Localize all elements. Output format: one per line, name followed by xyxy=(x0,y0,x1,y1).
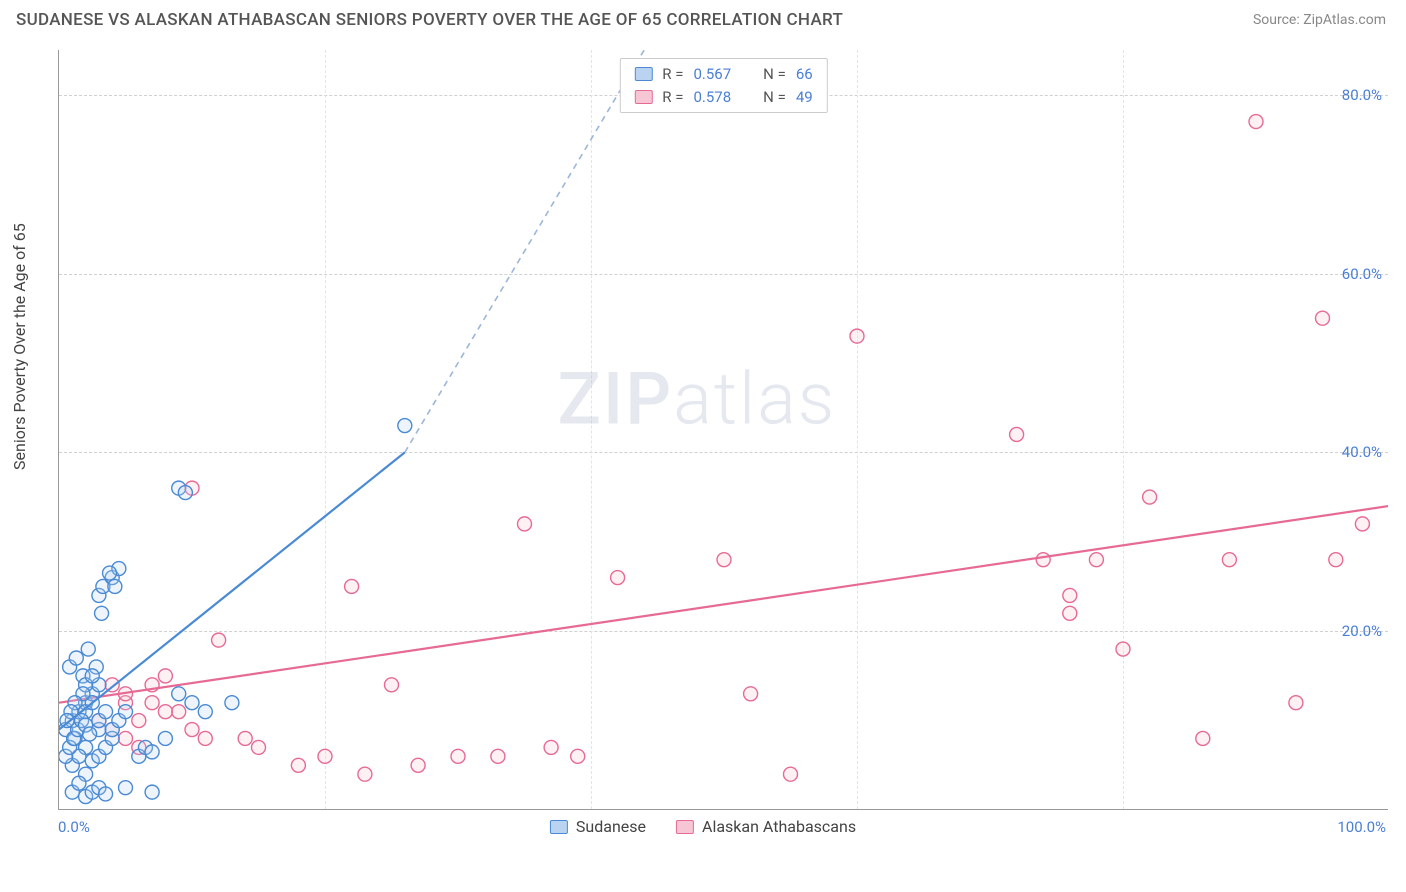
chart-area: Seniors Poverty Over the Age of 65 ZIPat… xyxy=(0,40,1406,860)
legend-row-athabascan: R = 0.578 N = 49 xyxy=(634,86,812,109)
x-tick-max: 100.0% xyxy=(1337,818,1386,836)
legend-series: Sudanese Alaskan Athabascans xyxy=(550,817,856,836)
swatch-icon xyxy=(550,820,568,834)
swatch-icon xyxy=(676,820,694,834)
x-tick-min: 0.0% xyxy=(58,818,90,836)
swatch-icon xyxy=(634,90,652,104)
swatch-icon xyxy=(634,67,652,81)
plot-area: ZIPatlas R = 0.567 N = 66 R = 0.578 N = … xyxy=(58,50,1388,810)
legend-row-sudanese: R = 0.567 N = 66 xyxy=(634,63,812,86)
legend-correlation: R = 0.567 N = 66 R = 0.578 N = 49 xyxy=(619,58,827,113)
chart-svg xyxy=(59,50,1388,809)
y-axis-label: Seniors Poverty Over the Age of 65 xyxy=(10,223,29,470)
source-label: Source: ZipAtlas.com xyxy=(1253,12,1386,28)
legend-item-sudanese: Sudanese xyxy=(550,817,646,836)
chart-title: SUDANESE VS ALASKAN ATHABASCAN SENIORS P… xyxy=(16,10,843,30)
legend-item-athabascan: Alaskan Athabascans xyxy=(676,817,856,836)
